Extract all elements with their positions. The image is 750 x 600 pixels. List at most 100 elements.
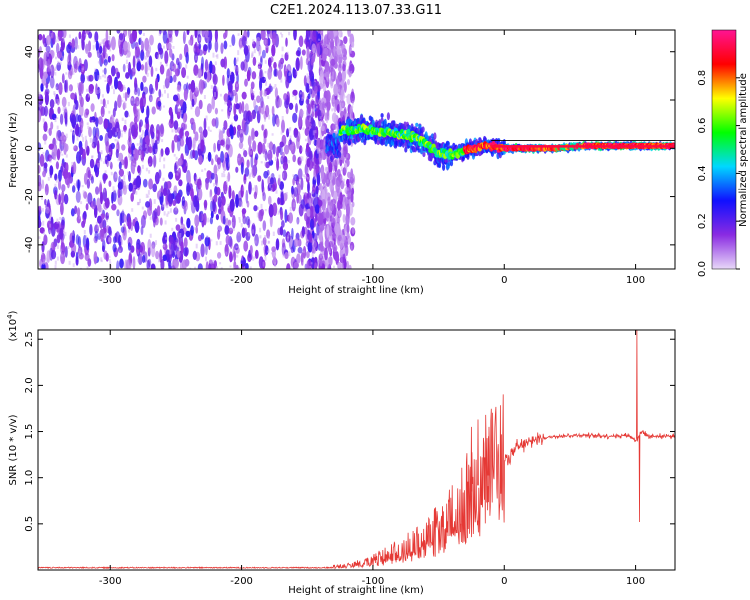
spectrogram-cell <box>236 66 239 70</box>
spectrogram-cell <box>228 223 231 227</box>
spectrogram-cell <box>332 98 335 103</box>
spectrogram-cell <box>111 65 116 77</box>
spectrogram-cell <box>312 48 315 53</box>
spectrogram-cell <box>227 203 230 208</box>
spectrogram-cell <box>190 200 193 206</box>
spectrogram-cell <box>175 242 178 246</box>
spectrogram-cell <box>273 61 277 70</box>
spectrogram-cell <box>282 161 288 171</box>
spectrogram-cell <box>93 40 96 43</box>
spectrogram-cell <box>324 239 330 249</box>
spectrogram-cell <box>291 185 294 195</box>
spectrogram-cell <box>165 62 168 67</box>
spectrogram-cell <box>267 142 270 148</box>
spectrogram-cell <box>190 225 195 236</box>
spectrogram-cell <box>108 255 111 259</box>
spectrogram-cell <box>346 232 350 239</box>
spectrogram-cell <box>128 146 131 154</box>
spectrogram-cell <box>314 213 318 223</box>
spectrogram-cell <box>281 54 284 58</box>
spectrogram-cell <box>173 134 179 143</box>
spectrogram-cell <box>281 46 284 52</box>
spectrogram-cell <box>236 231 242 243</box>
spectrogram-cell <box>72 263 75 268</box>
spectrogram-cell <box>118 161 122 170</box>
spectrogram-cell <box>319 70 323 77</box>
spectrogram-cell <box>133 128 138 138</box>
spectrogram-cell <box>308 151 313 160</box>
spectrogram-cell <box>61 96 67 108</box>
spectrogram-cell <box>95 186 100 195</box>
spectrogram-cell <box>56 195 59 198</box>
spectrogram-cell <box>247 135 252 147</box>
spectrogram-cell <box>87 169 91 179</box>
spectrogram-cell <box>243 110 249 121</box>
spectrogram-cell <box>133 177 136 181</box>
spectrogram-cell <box>142 32 145 36</box>
spectrogram-cell <box>97 215 102 224</box>
spectrogram-cell <box>306 46 310 60</box>
spectrogram-cell <box>55 86 58 89</box>
spectrogram-cell <box>47 109 50 114</box>
spectrogram-cell <box>140 49 145 61</box>
spectrogram-cell <box>344 60 347 65</box>
spectrogram-cell <box>325 44 328 47</box>
spectrogram-cell <box>252 91 255 96</box>
spectrogram-cell <box>77 82 80 88</box>
spectrogram-cell <box>134 83 138 93</box>
spectrogram-cell <box>211 118 217 127</box>
spectrogram-cell <box>88 84 94 92</box>
spectrogram-cell <box>313 168 316 181</box>
spectrogram-cell <box>319 116 322 120</box>
spectrogram-cell <box>106 218 108 223</box>
spectrogram-cell <box>442 163 446 171</box>
spectrogram-cell <box>248 181 252 195</box>
spectrogram-cell <box>70 92 76 100</box>
spectrogram-cell <box>166 213 169 217</box>
spectrogram-cell <box>220 58 226 68</box>
spectrogram-cell <box>182 135 185 140</box>
spectrogram-cell <box>312 30 317 43</box>
spectrogram-cell <box>153 199 156 204</box>
spectrogram-cell <box>267 150 270 154</box>
spectrogram-cell <box>207 151 212 162</box>
spectrogram-cell <box>49 75 55 89</box>
spectrogram-cell <box>103 188 106 193</box>
spectrogram-cell <box>281 34 284 38</box>
spectrogram-cell <box>104 74 107 79</box>
spectrogram-cell <box>202 152 205 156</box>
spectrogram-cell <box>189 267 192 269</box>
spectrogram-cell <box>102 74 105 78</box>
spectrogram-cell <box>163 45 165 49</box>
spectrogram-cell <box>213 193 218 203</box>
spectrogram-cell <box>220 150 225 163</box>
spectrogram-cell <box>198 143 201 149</box>
spectrogram-cell <box>100 191 103 205</box>
spectrogram-cell <box>227 80 233 93</box>
spectrogram-cell <box>61 153 64 156</box>
spectrogram-cell <box>310 262 313 265</box>
spectrogram-cell <box>163 157 166 162</box>
spectrogram-cell <box>322 101 325 111</box>
spectrogram-cell <box>188 155 191 159</box>
spectrogram-cell <box>264 209 267 212</box>
spectrogram-cell <box>68 86 71 91</box>
spectrogram-cell <box>125 184 128 189</box>
spectrogram-cell <box>58 193 62 205</box>
spectrogram-cell <box>319 232 323 243</box>
spectrogram-cell <box>318 149 321 153</box>
spectrogram-cell <box>309 205 314 220</box>
spectrogram-cell <box>277 97 282 108</box>
spectrogram-cell <box>168 171 174 180</box>
spectrogram-cell <box>213 142 217 153</box>
spectrogram-cell <box>183 119 185 123</box>
spectrogram-cell <box>38 182 42 192</box>
spectrogram-cell <box>316 106 318 109</box>
spectrogram-cell <box>96 224 99 229</box>
spectrogram-cell <box>100 150 103 154</box>
spectrogram-cell <box>99 135 103 141</box>
spectrogram-cell <box>326 77 329 82</box>
spectrogram-cell <box>167 122 170 126</box>
spectrogram-cell <box>56 99 59 104</box>
spectrogram-cell <box>241 227 246 239</box>
